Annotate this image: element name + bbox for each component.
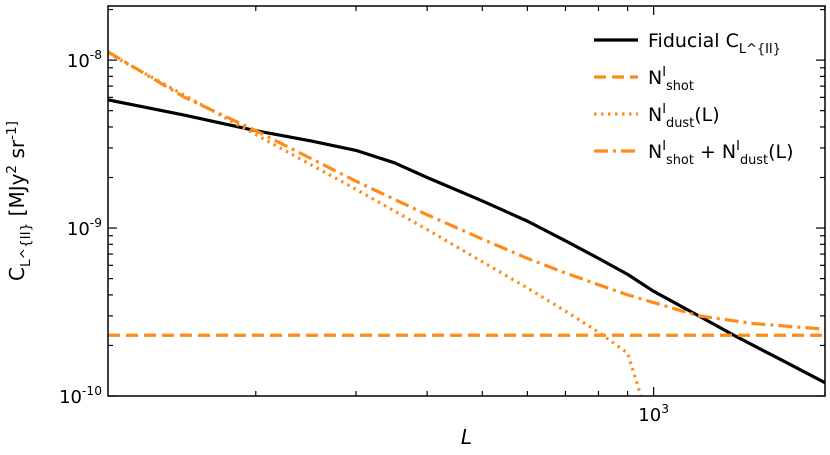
ticks-layer: 10-10 10-9 10-8 103 bbox=[59, 6, 826, 426]
series-line-3 bbox=[108, 50, 825, 331]
y-tick-label: 10-8 bbox=[67, 48, 102, 72]
plot-frame bbox=[107, 5, 826, 397]
y-axis-title: CL^{II} [MJy2 sr-1] bbox=[4, 121, 34, 281]
legend-label-3: NIshot + NIdust(L) bbox=[648, 139, 794, 168]
legend-label-1: NIshot bbox=[648, 65, 694, 94]
series-line-0 bbox=[108, 98, 825, 385]
y-tick-label: 10-9 bbox=[67, 216, 102, 240]
series-line-2 bbox=[108, 51, 643, 396]
y-tick-label: 10-10 bbox=[59, 384, 102, 408]
legend-label-0: Fiducial CL^{II} bbox=[648, 30, 781, 57]
x-tick-label: 103 bbox=[638, 402, 669, 426]
legend-label-2: NIdust(L) bbox=[648, 102, 720, 131]
series-layer bbox=[108, 50, 825, 396]
legend: Fiducial CL^{II} NIshot NIdust(L) NIshot + … bbox=[594, 30, 794, 168]
x-axis-title: L bbox=[461, 425, 472, 449]
